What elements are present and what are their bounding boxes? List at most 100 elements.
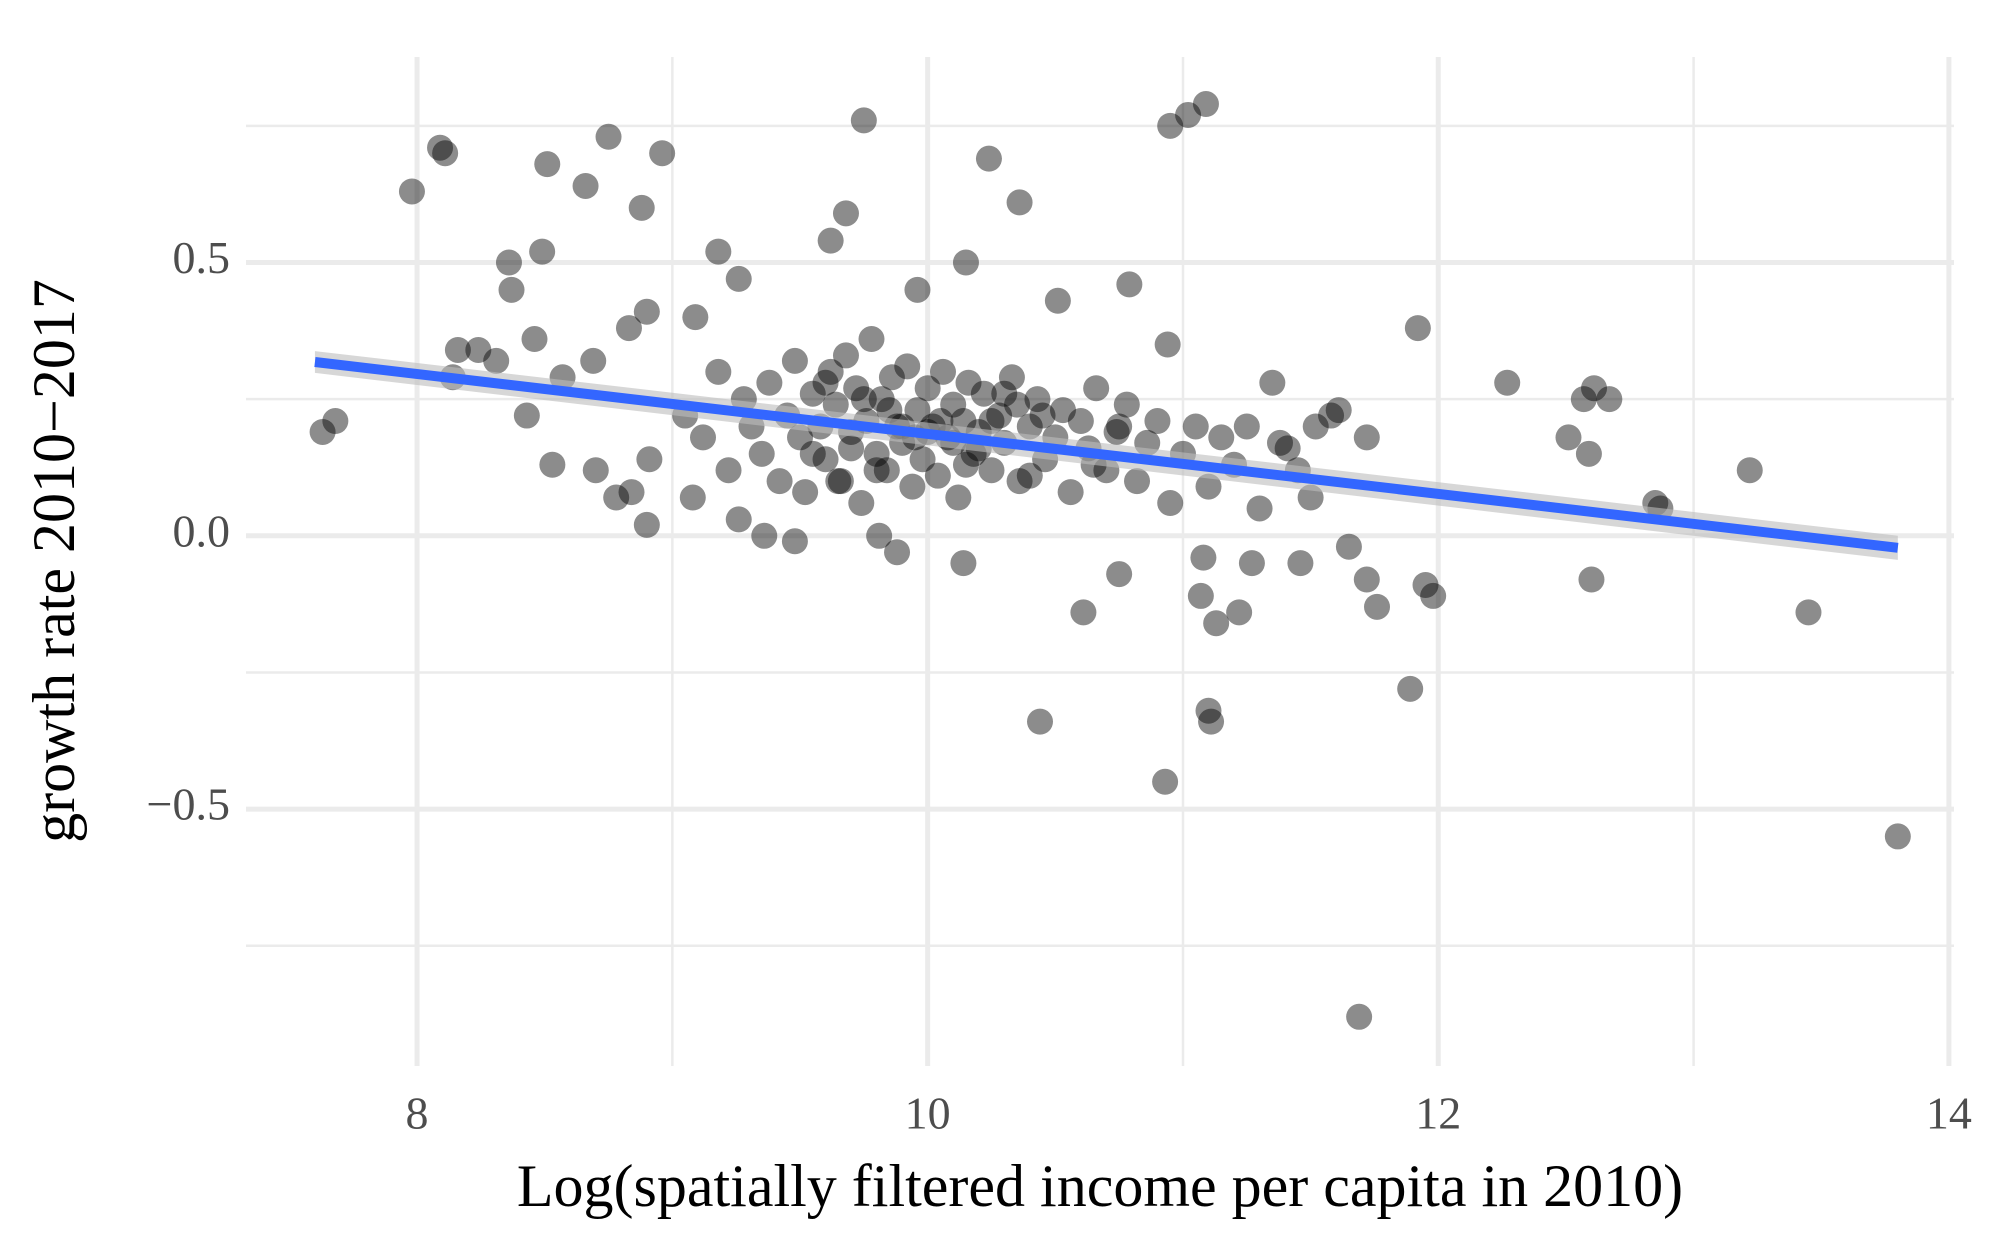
point — [1190, 544, 1217, 571]
point — [521, 326, 548, 353]
point — [1494, 369, 1521, 396]
point — [832, 200, 859, 227]
point — [725, 506, 752, 533]
point — [1287, 550, 1314, 577]
point — [682, 304, 709, 331]
point — [970, 380, 997, 407]
point — [705, 238, 732, 265]
point — [1154, 331, 1181, 358]
point — [766, 468, 793, 495]
x-tick-label: 10 — [905, 1088, 951, 1139]
point — [689, 424, 716, 451]
point — [998, 364, 1025, 391]
point — [832, 342, 859, 369]
point — [756, 369, 783, 396]
point — [1157, 112, 1184, 139]
point — [309, 418, 336, 445]
point — [1397, 675, 1424, 702]
point — [812, 446, 839, 473]
point — [1335, 533, 1362, 560]
point — [838, 435, 865, 462]
point — [1570, 386, 1597, 413]
point — [1113, 391, 1140, 418]
point — [1736, 457, 1763, 484]
point — [1016, 462, 1043, 489]
point — [940, 391, 967, 418]
point — [868, 386, 895, 413]
point — [817, 358, 844, 385]
point — [1203, 610, 1230, 637]
point — [1318, 402, 1345, 429]
point — [876, 397, 903, 424]
point — [1016, 413, 1043, 440]
point — [858, 326, 885, 353]
point — [1103, 418, 1130, 445]
point — [978, 408, 1005, 435]
point — [633, 511, 660, 538]
point — [978, 457, 1005, 484]
point — [705, 358, 732, 385]
point — [1581, 375, 1608, 402]
point — [873, 457, 900, 484]
point — [904, 276, 931, 303]
point — [1575, 440, 1602, 467]
point — [1246, 495, 1273, 522]
point — [1195, 697, 1222, 724]
x-tick-label: 12 — [1415, 1088, 1461, 1139]
point — [863, 457, 890, 484]
point — [1795, 599, 1822, 626]
point — [1555, 424, 1582, 451]
point — [1175, 101, 1202, 128]
point — [649, 140, 676, 167]
point — [1083, 375, 1110, 402]
point — [725, 265, 752, 292]
point — [529, 238, 556, 265]
point — [483, 347, 510, 374]
point — [1259, 369, 1286, 396]
y-tick-label: 0.5 — [173, 232, 231, 283]
point — [1325, 397, 1352, 424]
point — [781, 347, 808, 374]
point — [1266, 429, 1293, 456]
point — [1353, 424, 1380, 451]
point — [618, 479, 645, 506]
point — [975, 145, 1002, 172]
point — [1884, 823, 1911, 850]
point — [1006, 189, 1033, 216]
point — [1195, 473, 1222, 500]
point — [1182, 413, 1209, 440]
point — [498, 276, 525, 303]
point — [539, 451, 566, 478]
point — [322, 408, 349, 435]
point — [825, 468, 852, 495]
point — [1106, 413, 1133, 440]
point — [894, 353, 921, 380]
trend-line — [314, 357, 1899, 553]
point — [580, 347, 607, 374]
point — [924, 462, 951, 489]
point — [1578, 566, 1605, 593]
y-tick-label: 0.0 — [173, 505, 231, 556]
point — [1004, 391, 1031, 418]
point — [848, 490, 875, 517]
point — [1067, 408, 1094, 435]
point — [1044, 287, 1071, 314]
point — [444, 336, 471, 363]
point — [1226, 599, 1253, 626]
point — [1106, 561, 1133, 588]
point — [1302, 413, 1329, 440]
point — [1029, 402, 1056, 429]
point — [1070, 599, 1097, 626]
point — [679, 484, 706, 511]
point — [1049, 397, 1076, 424]
point — [495, 249, 522, 276]
point — [1364, 593, 1391, 620]
point — [1404, 315, 1431, 342]
point — [952, 249, 979, 276]
point — [929, 358, 956, 385]
point — [603, 484, 630, 511]
point — [432, 140, 459, 167]
point — [748, 440, 775, 467]
point — [827, 468, 854, 495]
point — [799, 380, 826, 407]
